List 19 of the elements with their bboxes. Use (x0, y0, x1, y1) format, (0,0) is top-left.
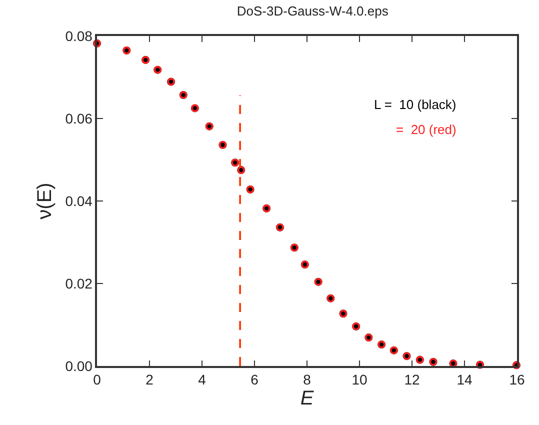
y-tick-label: 0.00 (65, 358, 93, 374)
x-tick-label: 14 (456, 372, 472, 388)
y-axis-title: ν(E) (34, 182, 56, 220)
x-tick-label: 2 (146, 372, 154, 388)
x-tick-label: 16 (509, 372, 525, 388)
y-tick-label: 0.04 (65, 192, 93, 209)
y-tick-label: 0.06 (65, 110, 93, 126)
x-tick-label: 10 (352, 372, 368, 388)
annotation: = 20 (red) (396, 122, 456, 137)
y-tick-label: 0.08 (65, 28, 93, 44)
x-tick-label: 0 (93, 372, 102, 388)
x-tick-label: 4 (198, 372, 206, 388)
chart-title: DoS-3D-Gauss-W-4.0.eps (236, 3, 389, 18)
annotation: L = 10 (black) (374, 97, 456, 112)
x-tick-label: 6 (250, 372, 259, 388)
x-tick-label: 12 (404, 372, 420, 388)
x-axis-title: E (300, 388, 314, 410)
y-tick-label: 0.02 (65, 275, 93, 292)
x-tick-label: 8 (303, 372, 312, 388)
